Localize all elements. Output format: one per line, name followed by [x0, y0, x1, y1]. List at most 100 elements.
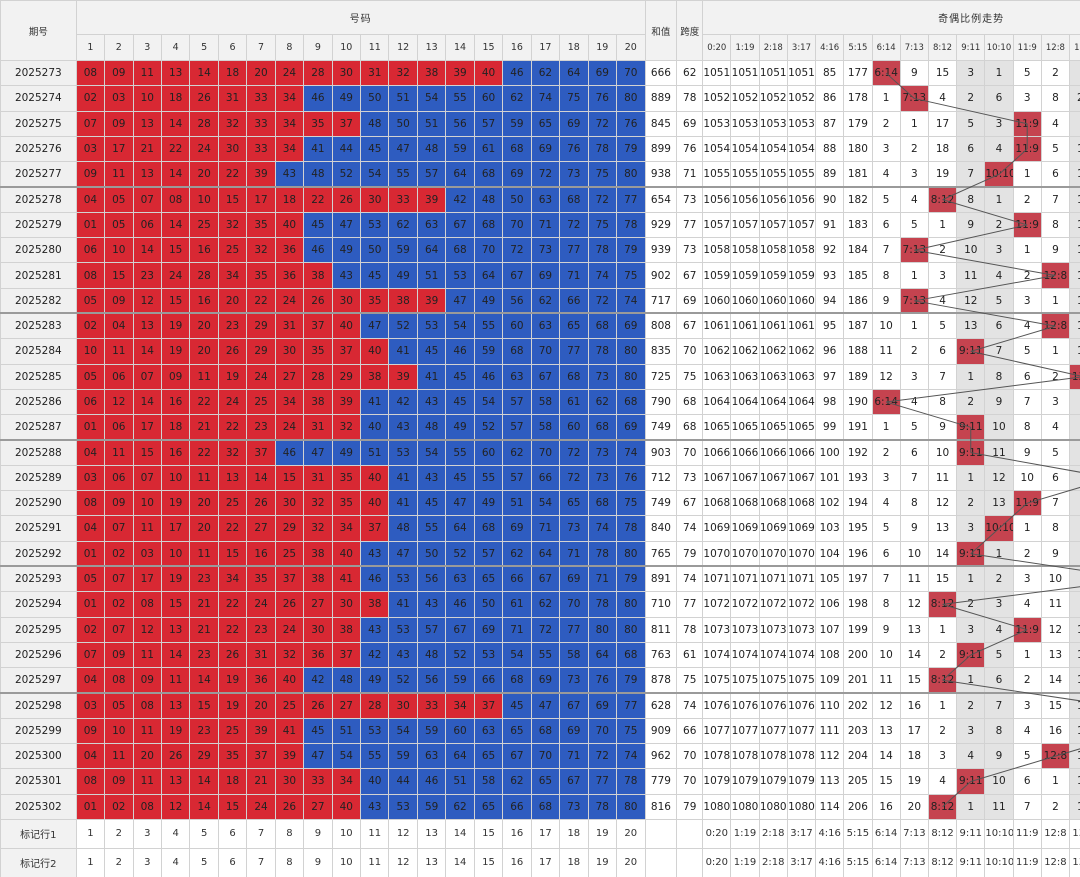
- ratio-miss-count[interactable]: 105: [815, 565, 845, 593]
- number-ball[interactable]: 68: [502, 667, 532, 694]
- number-ball[interactable]: 43: [331, 262, 362, 289]
- table-row[interactable]: 2025284 10 11 14 19 20 26 29 30 35 37 40 41 45 46 59 68 7…: [0, 338, 1080, 365]
- number-ball[interactable]: 80: [615, 540, 646, 567]
- ratio-miss-count[interactable]: 1062: [786, 338, 817, 365]
- ratio-miss-count[interactable]: 14: [927, 540, 958, 567]
- number-ball[interactable]: 31: [274, 312, 305, 340]
- number-ball[interactable]: 39: [331, 388, 362, 416]
- number-ball[interactable]: 29: [331, 363, 362, 390]
- number-ball[interactable]: 52: [445, 540, 475, 567]
- ratio-miss-count[interactable]: 15: [1069, 262, 1080, 289]
- ratio-miss-count[interactable]: 15: [927, 565, 958, 593]
- number-ball[interactable]: 38: [360, 591, 390, 618]
- table-row[interactable]: 2025283 02 04 13 19 20 23 29 31 37 40 47 52 53 54 55 60 6…: [0, 312, 1080, 340]
- marker-number[interactable]: 19: [587, 818, 617, 849]
- number-ball[interactable]: 24: [217, 388, 248, 416]
- marker-number[interactable]: 9: [303, 847, 333, 877]
- number-col-header[interactable]: 2: [104, 34, 134, 61]
- ratio-miss-count[interactable]: 9: [956, 211, 986, 239]
- number-ball[interactable]: 46: [274, 438, 305, 466]
- ratio-miss-count[interactable]: 87: [815, 110, 845, 137]
- number-ball[interactable]: 34: [445, 691, 475, 719]
- ratio-miss-count[interactable]: 18: [899, 743, 929, 770]
- number-ball[interactable]: 34: [274, 110, 305, 137]
- number-ball[interactable]: 65: [559, 312, 589, 340]
- number-ball[interactable]: 70: [587, 717, 617, 745]
- number-ball[interactable]: 08: [132, 591, 162, 618]
- ratio-col-header[interactable]: 7:13: [899, 34, 929, 61]
- number-ball[interactable]: 26: [217, 641, 248, 669]
- number-ball[interactable]: 26: [331, 185, 362, 213]
- marker-number[interactable]: 13: [416, 847, 447, 877]
- number-ball[interactable]: 31: [217, 85, 248, 112]
- number-ball[interactable]: 49: [331, 237, 362, 264]
- ratio-miss-count[interactable]: 194: [843, 490, 873, 517]
- marker-ratio[interactable]: 10:10: [984, 847, 1014, 877]
- ratio-miss-count[interactable]: 100: [815, 438, 845, 466]
- marker-ratio[interactable]: 0:20: [702, 847, 732, 877]
- table-row[interactable]: 2025277 09 11 13 14 20 22 39 43 48 52 54 55 57 64 68 69 7…: [0, 161, 1080, 188]
- ratio-miss-count[interactable]: 107: [815, 616, 845, 643]
- ratio-miss-count[interactable]: 4: [984, 135, 1014, 163]
- ratio-miss-count[interactable]: 12: [871, 691, 901, 719]
- number-ball[interactable]: 61: [559, 388, 589, 416]
- table-row[interactable]: 2025279 01 05 06 14 25 32 35 40 45 47 53 62 63 67 68 70 7…: [0, 211, 1080, 239]
- number-ball[interactable]: 14: [160, 641, 191, 669]
- ratio-miss-count[interactable]: 197: [843, 565, 873, 593]
- marker-number[interactable]: 18: [559, 847, 589, 877]
- number-ball[interactable]: 47: [331, 211, 362, 239]
- ratio-miss-count[interactable]: 2: [1012, 185, 1042, 213]
- ratio-miss-count[interactable]: 1071: [786, 565, 817, 593]
- ratio-miss-count[interactable]: 1069: [702, 515, 732, 542]
- number-ball[interactable]: 47: [303, 743, 333, 770]
- number-ball[interactable]: 45: [416, 490, 447, 517]
- ratio-miss-count[interactable]: 1051: [786, 59, 817, 87]
- ratio-miss-count[interactable]: 14: [1069, 237, 1080, 264]
- ratio-miss-count[interactable]: 1073: [702, 616, 732, 643]
- ratio-miss-count[interactable]: 1055: [758, 161, 788, 188]
- number-ball[interactable]: 55: [388, 161, 418, 188]
- number-ball[interactable]: 49: [388, 262, 418, 289]
- ratio-miss-count[interactable]: 1058: [702, 237, 732, 264]
- number-ball[interactable]: 08: [132, 691, 162, 719]
- ratio-hit[interactable]: 10:10: [984, 515, 1014, 542]
- ratio-miss-count[interactable]: 15: [1069, 743, 1080, 770]
- number-ball[interactable]: 62: [502, 768, 532, 795]
- ratio-miss-count[interactable]: 9: [984, 743, 1014, 770]
- ratio-miss-count[interactable]: 9: [871, 616, 901, 643]
- ratio-miss-count[interactable]: 1065: [730, 414, 760, 441]
- number-ball[interactable]: 12: [132, 616, 162, 643]
- number-ball[interactable]: 33: [246, 135, 276, 163]
- number-ball[interactable]: 69: [559, 717, 589, 745]
- number-ball[interactable]: 71: [559, 743, 589, 770]
- number-col-header[interactable]: 5: [189, 34, 219, 61]
- number-ball[interactable]: 49: [473, 490, 504, 517]
- ratio-miss-count[interactable]: 89: [815, 161, 845, 188]
- number-ball[interactable]: 69: [530, 667, 561, 694]
- number-ball[interactable]: 66: [559, 287, 589, 314]
- number-ball[interactable]: 22: [217, 515, 248, 542]
- ratio-miss-count[interactable]: 88: [815, 135, 845, 163]
- number-ball[interactable]: 40: [331, 312, 362, 340]
- number-ball[interactable]: 53: [473, 641, 504, 669]
- marker-number[interactable]: 14: [445, 847, 475, 877]
- number-ball[interactable]: 35: [246, 211, 276, 239]
- number-ball[interactable]: 11: [189, 540, 219, 567]
- number-ball[interactable]: 46: [502, 59, 532, 87]
- number-ball[interactable]: 40: [331, 793, 362, 820]
- number-ball[interactable]: 16: [189, 237, 219, 264]
- number-ball[interactable]: 32: [217, 211, 248, 239]
- number-ball[interactable]: 14: [189, 59, 219, 87]
- number-ball[interactable]: 48: [360, 110, 390, 137]
- ratio-miss-count[interactable]: 1079: [758, 768, 788, 795]
- number-ball[interactable]: 34: [331, 515, 362, 542]
- number-ball[interactable]: 05: [75, 287, 106, 314]
- number-ball[interactable]: 17: [132, 414, 162, 441]
- ratio-miss-count[interactable]: 1056: [758, 185, 788, 213]
- ratio-miss-count[interactable]: 11: [984, 793, 1014, 820]
- ratio-hit[interactable]: 11:9: [1012, 211, 1042, 239]
- ratio-miss-count[interactable]: 4: [1040, 414, 1071, 441]
- number-ball[interactable]: 33: [416, 691, 447, 719]
- number-ball[interactable]: 60: [473, 438, 504, 466]
- number-ball[interactable]: 44: [331, 135, 362, 163]
